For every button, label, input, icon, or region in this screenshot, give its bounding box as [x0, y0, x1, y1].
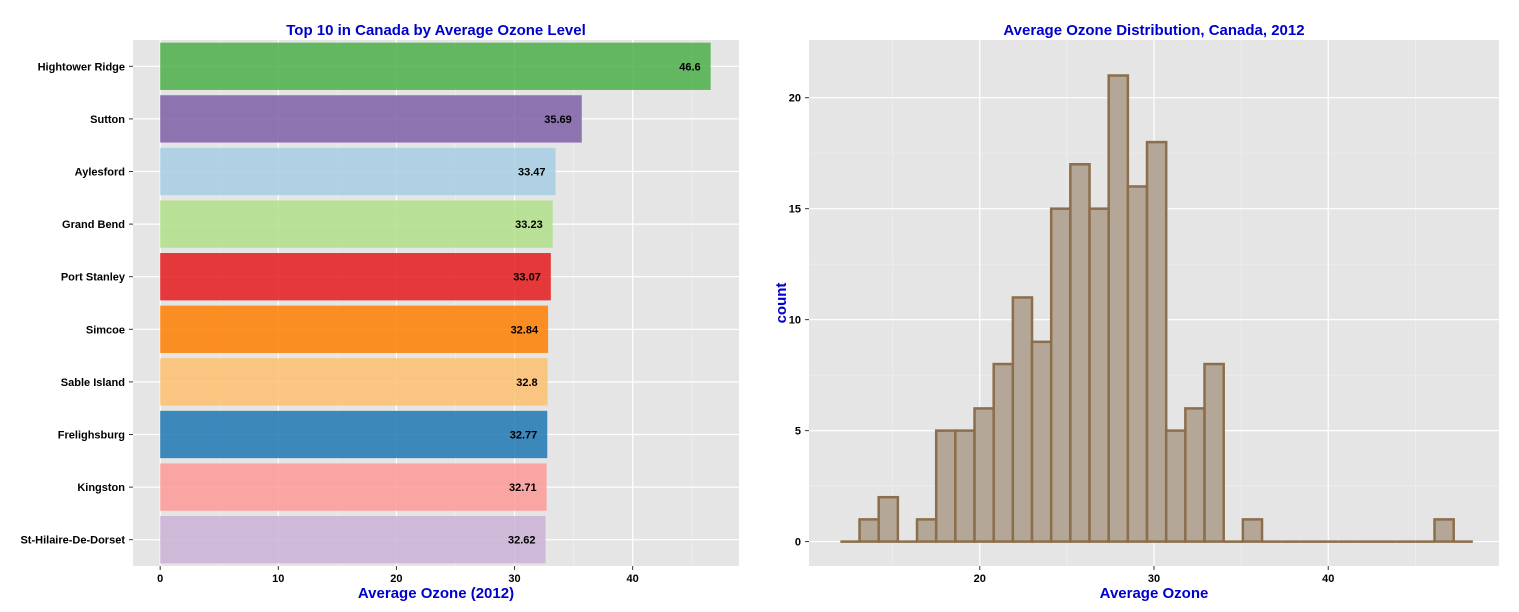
bar-marks: 46.6 35.69 33.47 33.23 33.07 32.84 32.8 32.77 32… — [160, 42, 711, 564]
bar-value-label: 33.07 — [513, 272, 541, 284]
histogram-ticks: 20 30 40 0 5 10 15 20 — [789, 93, 1335, 585]
bar — [160, 200, 553, 248]
bar-value-label: 33.23 — [515, 219, 543, 231]
histogram-bin — [1241, 518, 1264, 543]
histogram-bin — [1433, 518, 1455, 543]
hist-y-tick-label: 0 — [795, 537, 801, 549]
histogram-bin — [1107, 74, 1130, 543]
bar — [160, 516, 546, 564]
hist-y-tick-label: 15 — [789, 204, 801, 216]
bar-value-label: 35.69 — [544, 114, 572, 126]
bar-value-label: 33.47 — [518, 167, 546, 179]
bar-category-label: Sable Island — [61, 377, 125, 389]
histogram-title: Average Ozone Distribution, Canada, 2012 — [1003, 22, 1304, 39]
histogram-chart: Average Ozone Distribution, Canada, 2012… — [773, 22, 1499, 602]
bar-chart: Top 10 in Canada by Average Ozone Level … — [20, 22, 739, 602]
bar-category-label: Simcoe — [86, 324, 125, 336]
hist-y-tick-label: 5 — [795, 426, 801, 438]
histogram-bin — [858, 518, 880, 543]
histogram-bin — [1126, 185, 1149, 543]
histogram-bin — [1049, 207, 1072, 543]
histogram-bin — [1030, 340, 1053, 543]
bar-category-label: Frelighsburg — [58, 430, 125, 442]
histogram-x-axis-title: Average Ozone — [1100, 585, 1209, 602]
bar-value-label: 32.84 — [511, 324, 539, 336]
bar-category-label: St-Hilaire-De-Dorset — [20, 535, 125, 547]
bar-category-label: Sutton — [90, 114, 125, 126]
bar-value-label: 32.77 — [510, 430, 538, 442]
bar — [160, 253, 551, 301]
histogram-bin — [877, 495, 900, 543]
bar-category-label: Aylesford — [75, 167, 125, 179]
bar-x-tick-label: 40 — [627, 573, 639, 585]
histogram-bin — [1184, 407, 1206, 543]
histogram-bin — [1164, 429, 1187, 543]
bar-category-label: Hightower Ridge — [38, 61, 125, 73]
hist-y-tick-label: 20 — [789, 93, 801, 105]
hist-x-tick-label: 20 — [974, 573, 986, 585]
bar-x-tick-label: 20 — [390, 573, 402, 585]
hist-x-tick-label: 40 — [1322, 573, 1334, 585]
bar-category-labels: Hightower Ridge Sutton Aylesford Grand Bend… — [20, 61, 133, 547]
bar-value-label: 32.8 — [516, 377, 537, 389]
bar — [160, 147, 556, 196]
bar-value-label: 46.6 — [679, 61, 700, 73]
histogram-bin — [915, 518, 938, 543]
histogram-bin — [954, 429, 976, 543]
histogram-bin — [1088, 207, 1110, 543]
bar — [160, 358, 548, 406]
histogram-bin — [1145, 140, 1168, 543]
bar-chart-title: Top 10 in Canada by Average Ozone Level — [286, 22, 586, 39]
histogram-bin — [934, 429, 957, 543]
histogram-y-axis-title: count — [773, 283, 790, 324]
bar-x-axis-title: Average Ozone (2012) — [358, 585, 514, 602]
histogram-bin — [1011, 296, 1034, 543]
bar-value-label: 32.71 — [509, 482, 537, 494]
bar — [160, 305, 549, 353]
histogram-bins — [840, 74, 1473, 543]
bar-category-label: Grand Bend — [62, 219, 125, 231]
histogram-bin — [973, 407, 995, 543]
bar-value-label: 32.62 — [508, 535, 536, 547]
histogram-bin — [1203, 362, 1225, 543]
bar-x-tick-label: 30 — [508, 573, 520, 585]
bar-x-tick-label: 0 — [157, 573, 163, 585]
histogram-bin — [992, 362, 1015, 543]
bar-category-label: Port Stanley — [61, 272, 126, 284]
bar — [160, 410, 548, 459]
hist-y-tick-label: 10 — [789, 315, 801, 327]
hist-x-tick-label: 30 — [1148, 573, 1160, 585]
histogram-bin — [1069, 163, 1091, 543]
bar-x-tick-label: 10 — [272, 573, 284, 585]
bar-x-ticks: 0 10 20 30 40 — [157, 566, 639, 585]
bar-category-label: Kingston — [77, 482, 125, 494]
bar — [160, 95, 582, 143]
bar — [160, 42, 711, 90]
bar — [160, 463, 547, 511]
